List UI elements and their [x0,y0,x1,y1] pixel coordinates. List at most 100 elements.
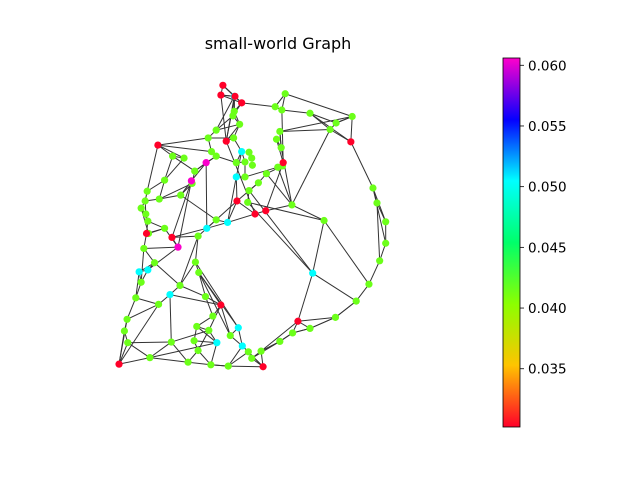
graph-edge-67-84 [171,329,209,343]
graph-node-23 [209,312,217,320]
colorbar-tick-label: 0.040 [528,301,567,317]
graph-node-91 [135,268,143,276]
graph-edge-66-68 [149,357,189,363]
graph-edge-52-53 [164,157,185,181]
graph-edge-67-68 [170,341,189,363]
graph-edge-102-104 [225,96,236,142]
graph-node-107 [279,159,287,167]
graph-edge-40-37 [376,202,381,261]
graph-node-19 [194,232,202,240]
graph-edge-116-66 [118,357,150,365]
graph-edge-109-43 [265,204,293,212]
graph-node-71 [155,195,163,203]
graph-node-48 [204,134,212,142]
graph-node-94 [238,342,246,350]
graph-edge-33-34 [309,316,336,329]
graph-edge-87-108 [227,213,256,223]
graph-edge-99-90 [147,246,179,271]
graph-node-59 [140,244,148,253]
graph-edge-65-67 [127,341,172,344]
graph-node-95 [213,339,221,347]
graph-node-43 [288,201,296,209]
graph-edge-18-81 [180,194,217,221]
graph-edge-0-103 [241,102,276,108]
graph-edge-64-116 [118,330,125,365]
graph-node-104 [222,137,230,145]
graph-edge-74-5 [279,129,331,132]
graph-node-80 [169,152,177,160]
graph-edge-50-77 [216,123,240,131]
graph-node-6 [348,112,356,121]
graph-node-21 [195,268,203,277]
graph-node-61 [137,278,145,286]
graph-node-69 [176,281,184,290]
graph-edge-69-22 [179,285,206,298]
graph-node-82 [244,348,252,356]
graph-edge-74-6 [279,116,353,132]
graph-edge-72-116 [118,304,159,365]
graph-node-97 [202,159,210,167]
graph-edge-35-34 [335,300,357,318]
graph-node-90 [144,266,152,274]
graph-edge-116-65 [118,342,129,365]
graph-node-15 [254,179,262,187]
graph-edge-68-27 [187,361,211,366]
graph-node-89 [232,173,240,181]
graph-node-4 [332,119,340,127]
graph-edge-92-113 [169,294,221,306]
graph-edge-97-88 [205,162,208,229]
graph-edge-16-93 [248,190,314,274]
graph-node-56 [142,210,150,218]
colorbar-bar [502,57,521,428]
graph-node-116 [115,360,123,368]
colorbar-tick-label: 0.045 [528,240,567,256]
graph-node-22 [201,292,210,301]
graph-node-39 [382,218,390,226]
colorbar: 0.035 0.040 0.045 0.050 0.055 0.060 [502,57,567,428]
graph-node-111 [168,233,176,241]
graph-edge-54-105 [146,144,159,192]
graph-node-63 [123,315,131,323]
graph-node-42 [241,173,249,181]
graph-node-7 [272,135,281,143]
graph-node-60 [150,259,159,267]
graph-node-88 [203,224,211,232]
graph-edge-110-87 [227,200,238,223]
graph-node-45 [232,159,240,167]
graph-node-11 [248,161,256,169]
graph-node-65 [124,339,132,347]
graph-node-77 [212,126,220,134]
graph-node-64 [120,327,128,335]
graph-node-46 [212,152,220,160]
graph-node-28 [224,362,232,370]
graph-edge-66-67 [149,341,172,359]
graph-edge-66-95 [149,342,217,359]
graph-node-53 [161,176,169,184]
graph-node-72 [154,300,163,308]
graph-edge-91-62 [135,271,140,298]
graph-node-87 [223,218,232,227]
graph-node-5 [326,125,334,134]
graph-node-102 [231,92,239,100]
graph-node-17 [244,198,252,206]
graph-node-38 [382,239,390,247]
graph-edge-36-37 [368,260,381,285]
graph-node-33 [306,324,314,332]
graph-node-114 [294,317,302,325]
graph-node-66 [146,354,154,362]
graph-edge-98-99 [177,180,192,248]
nodes-layer [115,81,390,371]
graph-node-24 [193,322,201,331]
graph-node-83 [226,331,234,340]
graph-edge-93-75 [312,220,325,274]
graph-node-99 [174,243,182,251]
graph-node-1 [281,90,289,98]
graph-edge-29-31 [251,340,281,359]
graph-node-106 [347,138,355,146]
graph-node-54 [143,187,151,195]
graph-node-47 [207,148,216,156]
chart-title: small-world Graph [205,34,352,53]
graph-node-113 [217,301,225,309]
graph-edge-14-43 [266,173,293,206]
graph-edge-101-103 [220,94,242,104]
